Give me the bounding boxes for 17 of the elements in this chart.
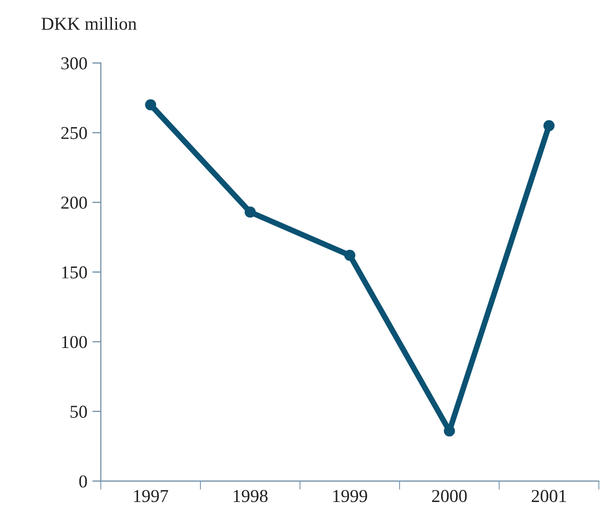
x-tick-label: 2001 [532,490,566,502]
y-tick-label: 300 [61,57,87,70]
x-tick-label: 2000 [432,490,467,502]
point [145,99,156,110]
x-tick-label: 1997 [134,490,168,502]
point [344,250,356,261]
y-tick-label: 200 [61,196,87,209]
x-tick-label: 1999 [333,490,368,502]
point [244,206,256,218]
point [543,120,555,132]
y-tick-label: 100 [62,336,87,348]
y-tick-label: 50 [70,406,87,418]
y-tick-label: 250 [61,126,87,140]
y-tick-label: 0 [79,475,87,488]
y-axis-title: DKK million [42,17,137,30]
y-tick-label: 150 [62,266,87,278]
x-tick-label: 1998 [234,490,268,502]
